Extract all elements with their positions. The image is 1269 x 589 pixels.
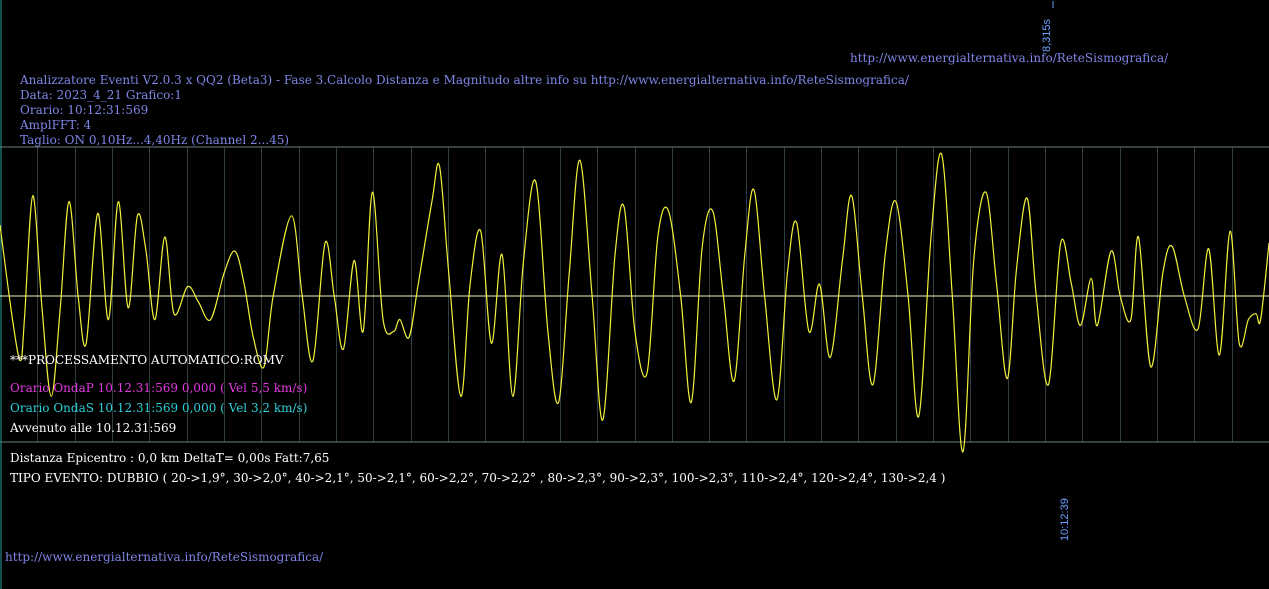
data-line: Data: 2023_4_21 Grafico:1 bbox=[20, 88, 182, 102]
orario-line: Orario: 10:12:31:569 bbox=[20, 103, 149, 117]
ampl-line: AmplFFT: 4 bbox=[20, 118, 92, 132]
tipo-evento-label: TIPO EVENTO: DUBBIO ( 20->1,9°, 30->2,0°… bbox=[10, 471, 946, 485]
processing-label: ***PROCESSAMENTO AUTOMATICO:ROMV bbox=[10, 353, 284, 367]
onda-p-label: Orario OndaP 10.12.31:569 0,000 ( Vel 5,… bbox=[10, 381, 308, 395]
title-line: Analizzatore Eventi V2.0.3 x QQ2 (Beta3)… bbox=[20, 73, 909, 87]
time-scale-label: 8,315s bbox=[1041, 18, 1053, 52]
waveform-trace bbox=[0, 152, 1269, 453]
vertical-grid bbox=[37, 147, 1233, 442]
end-time-label: 10:12:39 bbox=[1059, 498, 1071, 541]
onda-s-label: Orario OndaS 10.12.31:569 0,000 ( Vel 3,… bbox=[10, 401, 308, 415]
top-url-link[interactable]: http://www.energialternativa.info/ReteSi… bbox=[850, 51, 1169, 65]
taglio-line: Taglio: ON 0,10Hz...4,40Hz (Channel 2...… bbox=[20, 133, 290, 147]
bottom-url-link[interactable]: http://www.energialternativa.info/ReteSi… bbox=[5, 550, 324, 564]
distanza-label: Distanza Epicentro : 0,0 km DeltaT= 0,00… bbox=[10, 451, 330, 465]
avvenuto-label: Avvenuto alle 10.12.31:569 bbox=[10, 421, 177, 435]
